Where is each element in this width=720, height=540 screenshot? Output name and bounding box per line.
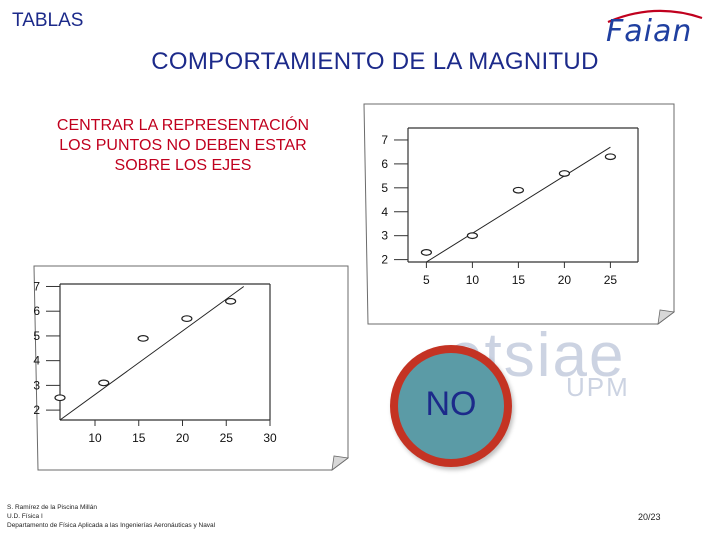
top-x-tick-label: 20 bbox=[558, 273, 572, 287]
bottom-chart: 2 3 4 5 6 7 10 15 20 25 30 bbox=[33, 265, 350, 471]
faian-logo: Faian bbox=[606, 14, 693, 49]
upm-watermark: UPM bbox=[566, 372, 630, 402]
bottom-x-tick-label: 25 bbox=[220, 431, 234, 445]
top-chart: 2 3 4 5 6 7 5 10 15 20 25 bbox=[363, 103, 676, 325]
instruction-line: LOS PUNTOS NO DEBEN ESTAR bbox=[59, 137, 307, 154]
top-plot-area: 2 3 4 5 6 7 5 10 15 20 25 bbox=[381, 127, 639, 287]
bottom-data-point bbox=[225, 297, 237, 305]
bottom-data-point bbox=[54, 394, 66, 402]
bottom-y-tick-label: 4 bbox=[33, 354, 40, 368]
bottom-x-tick-label: 10 bbox=[88, 431, 102, 445]
top-x-tick-label: 10 bbox=[466, 273, 480, 287]
top-data-point bbox=[466, 232, 479, 240]
bottom-y-tick-label: 7 bbox=[33, 279, 40, 293]
bottom-x-tick-label: 30 bbox=[263, 431, 277, 445]
footer-line: Departamento de Física Aplicada a las In… bbox=[7, 522, 216, 529]
top-data-point bbox=[512, 186, 525, 194]
page-number: 20/23 bbox=[638, 512, 661, 522]
top-y-tick-label: 3 bbox=[381, 229, 388, 243]
section-label: TABLAS bbox=[12, 10, 84, 31]
top-fit-line bbox=[426, 146, 611, 263]
top-y-tick-label: 6 bbox=[381, 157, 388, 171]
no-badge-text: NO bbox=[425, 385, 477, 423]
bottom-y-tick-label: 6 bbox=[33, 304, 40, 318]
top-data-point bbox=[558, 170, 570, 177]
footer-credits: S. Ramírez de la Piscina Millán U.D. Fís… bbox=[7, 503, 215, 530]
footer-line: S. Ramírez de la Piscina Millán bbox=[7, 504, 97, 511]
top-x-tick-label: 15 bbox=[512, 273, 526, 287]
top-y-tick-label: 5 bbox=[381, 181, 388, 195]
no-badge bbox=[398, 353, 504, 459]
bottom-plot-area: 2 3 4 5 6 7 10 15 20 25 30 bbox=[33, 279, 277, 445]
top-x-tick-label: 5 bbox=[423, 273, 430, 287]
bottom-y-tick-label: 5 bbox=[33, 329, 40, 343]
instruction-text: CENTRAR LA REPRESENTACIÓN LOS PUNTOS NO … bbox=[28, 116, 338, 176]
top-data-point bbox=[420, 249, 432, 256]
bottom-data-point bbox=[98, 379, 110, 387]
bottom-x-tick-label: 15 bbox=[132, 431, 146, 445]
bottom-y-tick-label: 2 bbox=[33, 403, 40, 417]
logo-swoosh-icon bbox=[607, 9, 703, 24]
bottom-data-point bbox=[181, 315, 193, 323]
instruction-line: SOBRE LOS EJES bbox=[114, 157, 252, 174]
bottom-fit-line bbox=[59, 286, 245, 421]
footer-line: U.D. Física I bbox=[7, 513, 43, 520]
instruction-line: CENTRAR LA REPRESENTACIÓN bbox=[56, 117, 310, 134]
top-y-tick-label: 7 bbox=[381, 133, 388, 147]
top-y-tick-label: 2 bbox=[381, 253, 388, 267]
top-x-tick-label: 25 bbox=[604, 273, 618, 287]
bottom-data-point bbox=[137, 335, 149, 342]
bottom-x-tick-label: 20 bbox=[176, 431, 190, 445]
top-data-point bbox=[604, 153, 616, 161]
top-y-tick-label: 4 bbox=[381, 205, 388, 219]
slide-title: COMPORTAMIENTO DE LA MAGNITUD bbox=[151, 48, 599, 75]
bottom-y-tick-label: 3 bbox=[33, 378, 40, 392]
